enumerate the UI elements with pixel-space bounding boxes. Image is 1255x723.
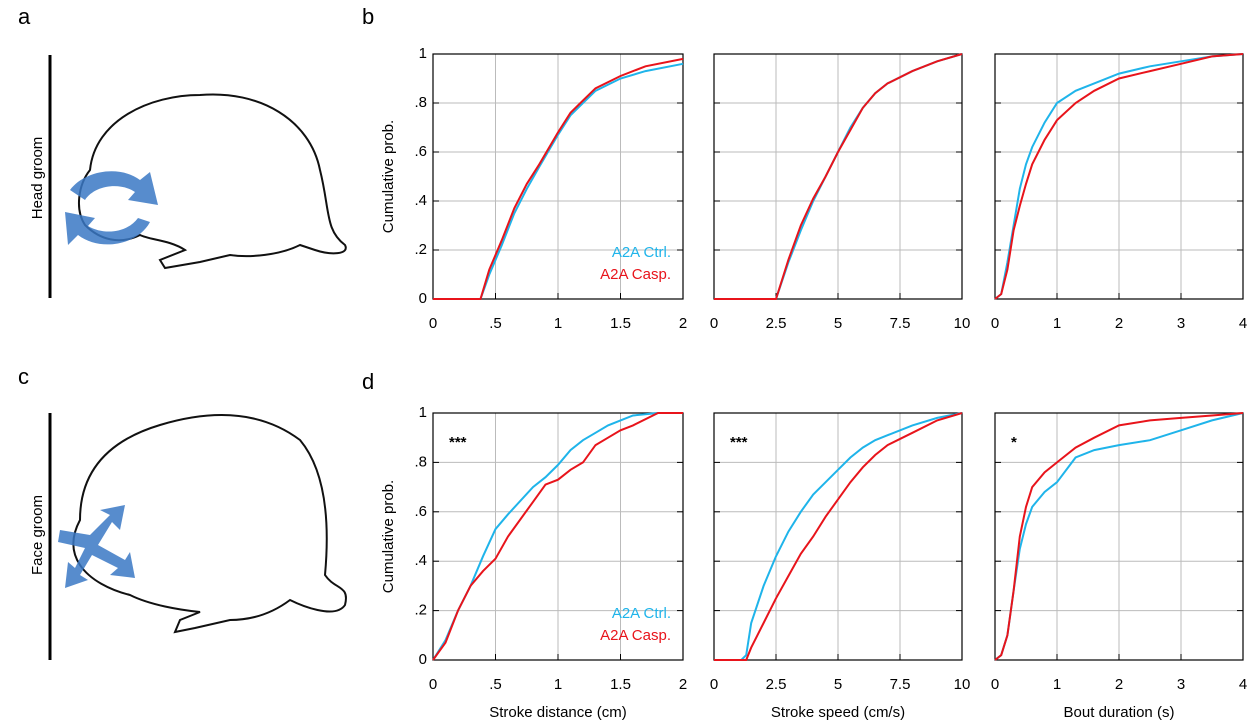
plot-frame bbox=[994, 412, 1244, 661]
cdf-line bbox=[432, 412, 683, 661]
mouse-drawing bbox=[58, 414, 347, 634]
plot-frame bbox=[432, 412, 684, 661]
y-tick-label: .4 bbox=[414, 192, 427, 209]
y-axis-label: Cumulative prob. bbox=[380, 120, 397, 233]
x-tick-label: 0 bbox=[991, 315, 999, 332]
x-tick-label: 2 bbox=[1115, 676, 1123, 693]
cdf-line bbox=[714, 412, 963, 661]
y-tick-label: .6 bbox=[414, 503, 427, 520]
x-tick-label: 4 bbox=[1239, 315, 1247, 332]
x-axis-label: Bout duration (s) bbox=[1064, 704, 1175, 721]
annotation: *** bbox=[730, 434, 748, 451]
x-tick-label: 2 bbox=[1115, 315, 1123, 332]
side-label: Face groom bbox=[29, 495, 46, 575]
x-tick-label: 2.5 bbox=[766, 676, 787, 693]
x-tick-label: 2 bbox=[679, 676, 687, 693]
x-tick-label: 3 bbox=[1177, 315, 1185, 332]
x-tick-label: .5 bbox=[489, 315, 502, 332]
plot-frame bbox=[432, 53, 684, 300]
y-tick-label: .6 bbox=[414, 143, 427, 160]
x-tick-label: 7.5 bbox=[890, 315, 911, 332]
y-tick-label: .4 bbox=[414, 552, 427, 569]
mouse-drawing bbox=[65, 93, 347, 270]
cdf-line bbox=[994, 412, 1244, 661]
y-tick-label: .2 bbox=[414, 241, 427, 258]
annotation: *** bbox=[449, 434, 467, 451]
x-tick-label: 1 bbox=[1053, 676, 1061, 693]
panel-label: b bbox=[362, 4, 374, 29]
legend-entry: A2A Ctrl. bbox=[612, 244, 671, 261]
annotation: * bbox=[1011, 434, 1017, 451]
panel-label: a bbox=[18, 4, 31, 29]
x-tick-label: 2 bbox=[679, 315, 687, 332]
x-tick-label: .5 bbox=[489, 676, 502, 693]
side-label: Head groom bbox=[29, 137, 46, 220]
x-tick-label: 2.5 bbox=[766, 315, 787, 332]
y-tick-label: 1 bbox=[419, 45, 427, 62]
x-tick-label: 10 bbox=[954, 315, 971, 332]
plot-frame bbox=[713, 412, 963, 661]
x-tick-label: 10 bbox=[954, 676, 971, 693]
x-tick-label: 5 bbox=[834, 315, 842, 332]
x-tick-label: 1.5 bbox=[610, 315, 631, 332]
legend-entry: A2A Casp. bbox=[600, 627, 671, 644]
plot-frame bbox=[713, 53, 963, 300]
y-tick-label: 1 bbox=[419, 404, 427, 421]
plot-frame bbox=[994, 53, 1244, 300]
cdf-line bbox=[433, 62, 684, 300]
x-tick-label: 5 bbox=[834, 676, 842, 693]
cdf-line bbox=[714, 53, 963, 300]
x-tick-label: 1 bbox=[554, 676, 562, 693]
x-tick-label: 7.5 bbox=[890, 676, 911, 693]
cdf-line bbox=[714, 412, 963, 661]
x-tick-label: 0 bbox=[429, 676, 437, 693]
legend-entry: A2A Ctrl. bbox=[612, 605, 671, 622]
x-tick-label: 4 bbox=[1239, 676, 1247, 693]
x-tick-label: 1 bbox=[554, 315, 562, 332]
cdf-line bbox=[433, 57, 684, 300]
y-tick-label: .2 bbox=[414, 602, 427, 619]
x-axis-label: Stroke distance (cm) bbox=[489, 704, 627, 721]
y-tick-label: 0 bbox=[419, 290, 427, 307]
x-axis-label: Stroke speed (cm/s) bbox=[771, 704, 905, 721]
x-tick-label: 1.5 bbox=[610, 676, 631, 693]
x-tick-label: 0 bbox=[710, 315, 718, 332]
y-axis-label: Cumulative prob. bbox=[380, 480, 397, 593]
y-tick-label: .8 bbox=[414, 453, 427, 470]
panel-label: c bbox=[18, 364, 29, 389]
x-tick-label: 0 bbox=[429, 315, 437, 332]
x-tick-label: 0 bbox=[710, 676, 718, 693]
y-tick-label: 0 bbox=[419, 651, 427, 668]
y-tick-label: .8 bbox=[414, 94, 427, 111]
panel-label: d bbox=[362, 369, 374, 394]
x-tick-label: 0 bbox=[991, 676, 999, 693]
cdf-line bbox=[994, 53, 1244, 300]
x-tick-label: 1 bbox=[1053, 315, 1061, 332]
x-tick-label: 3 bbox=[1177, 676, 1185, 693]
legend-entry: A2A Casp. bbox=[600, 266, 671, 283]
